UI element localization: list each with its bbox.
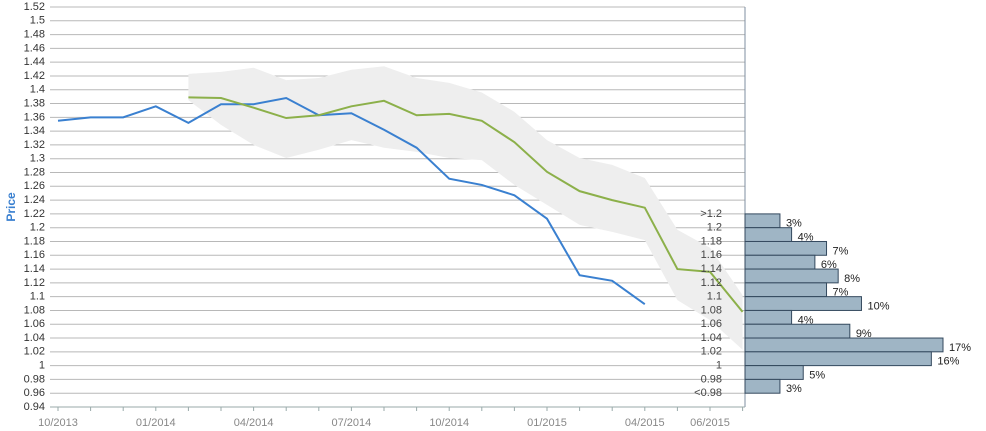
x-tick-label: 04/2014: [234, 417, 274, 429]
y-tick-label: 1.38: [24, 97, 45, 109]
y-tick-label: 0.98: [24, 373, 45, 385]
y-axis-label: Price: [4, 192, 18, 222]
y-tick-label: 1.44: [24, 56, 45, 68]
bin-label: 0.98: [701, 373, 722, 385]
bar-value-label: 17%: [949, 342, 971, 354]
y-tick-label: 1.5: [30, 15, 45, 27]
x-tick-label: 06/2015: [690, 417, 730, 429]
y-tick-label: 1.14: [24, 263, 45, 275]
x-tick-label: 01/2014: [136, 417, 176, 429]
bin-label: 1: [716, 360, 722, 372]
x-tick-label: 10/2014: [429, 417, 469, 429]
bar-value-label: 9%: [856, 328, 872, 340]
histogram-bar: [744, 378, 781, 394]
x-tick-label: 04/2015: [625, 417, 665, 429]
bin-label: 1.04: [701, 332, 722, 344]
y-tick-label: 1.2: [30, 222, 45, 234]
histogram-bar: [744, 240, 828, 256]
y-tick-label: 1.34: [24, 125, 45, 137]
y-tick-label: 1.3: [30, 153, 45, 165]
y-tick-label: 0.94: [24, 401, 45, 413]
histogram-bar: [744, 227, 793, 242]
y-tick-label: 1.26: [24, 180, 45, 192]
bar-value-label: 3%: [786, 383, 802, 395]
bar-value-label: 8%: [844, 273, 860, 285]
histogram-bar: [744, 296, 862, 311]
y-tick-label: 1.04: [24, 332, 45, 344]
y-tick-label: 1.32: [24, 139, 45, 151]
histogram-bar: [744, 365, 804, 380]
y-tick-label: 1.1: [30, 291, 45, 303]
y-tick-label: 1.16: [24, 249, 45, 261]
histogram-bar: [744, 337, 944, 353]
bar-value-label: 16%: [937, 356, 959, 368]
x-tick-label: 07/2014: [332, 417, 372, 429]
bin-label: 1.18: [701, 235, 722, 247]
y-tick-label: 1.24: [24, 194, 45, 206]
y-tick-label: 1.02: [24, 346, 45, 358]
bar-value-label: 4%: [798, 314, 814, 326]
bar-value-label: 5%: [809, 369, 825, 381]
y-tick-label: 1.06: [24, 318, 45, 330]
bar-value-label: 7%: [833, 287, 849, 299]
y-tick-label: 1.12: [24, 277, 45, 289]
bar-value-label: 10%: [867, 300, 889, 312]
bar-value-label: 4%: [798, 231, 814, 243]
bar-value-label: 6%: [821, 259, 837, 271]
bin-label: 1.1: [707, 291, 722, 303]
y-tick-label: 1.52: [24, 1, 45, 13]
y-tick-label: 1.28: [24, 166, 45, 178]
bin-label: 1.02: [701, 346, 722, 358]
bin-label: 1.2: [707, 222, 722, 234]
histogram-bar: [744, 282, 828, 298]
x-tick-label: 01/2015: [527, 417, 567, 429]
y-tick-label: 1.48: [24, 28, 45, 40]
bar-value-label: 3%: [786, 218, 802, 230]
histogram-bar: [744, 323, 851, 339]
y-tick-label: 1.08: [24, 304, 45, 316]
y-tick-label: 1.36: [24, 111, 45, 123]
histogram-bar: [744, 213, 781, 229]
bin-label: 1.08: [701, 304, 722, 316]
bin-label: 1.12: [701, 277, 722, 289]
histogram-bar: [744, 254, 816, 270]
y-tick-label: 1.4: [30, 84, 45, 96]
bin-label: 1.14: [701, 263, 722, 275]
y-tick-label: 1.46: [24, 42, 45, 54]
bar-value-label: 7%: [833, 245, 849, 257]
histogram-bar: [744, 309, 793, 325]
histogram-bar: [744, 351, 932, 367]
y-tick-label: 1.18: [24, 235, 45, 247]
y-tick-label: 1.22: [24, 208, 45, 220]
confidence-band: [188, 66, 743, 350]
price-line: [188, 96, 744, 313]
bin-label: 1.06: [701, 318, 722, 330]
bin-label: <0.98: [694, 387, 722, 399]
y-tick-label: 1: [39, 360, 45, 372]
y-tick-label: 0.96: [24, 387, 45, 399]
x-tick-label: 10/2013: [38, 417, 78, 429]
price-line: [57, 96, 646, 306]
bin-label: 1.16: [701, 249, 722, 261]
bin-label: >1.2: [700, 208, 722, 220]
histogram-bar: [744, 268, 839, 284]
y-tick-label: 1.42: [24, 70, 45, 82]
